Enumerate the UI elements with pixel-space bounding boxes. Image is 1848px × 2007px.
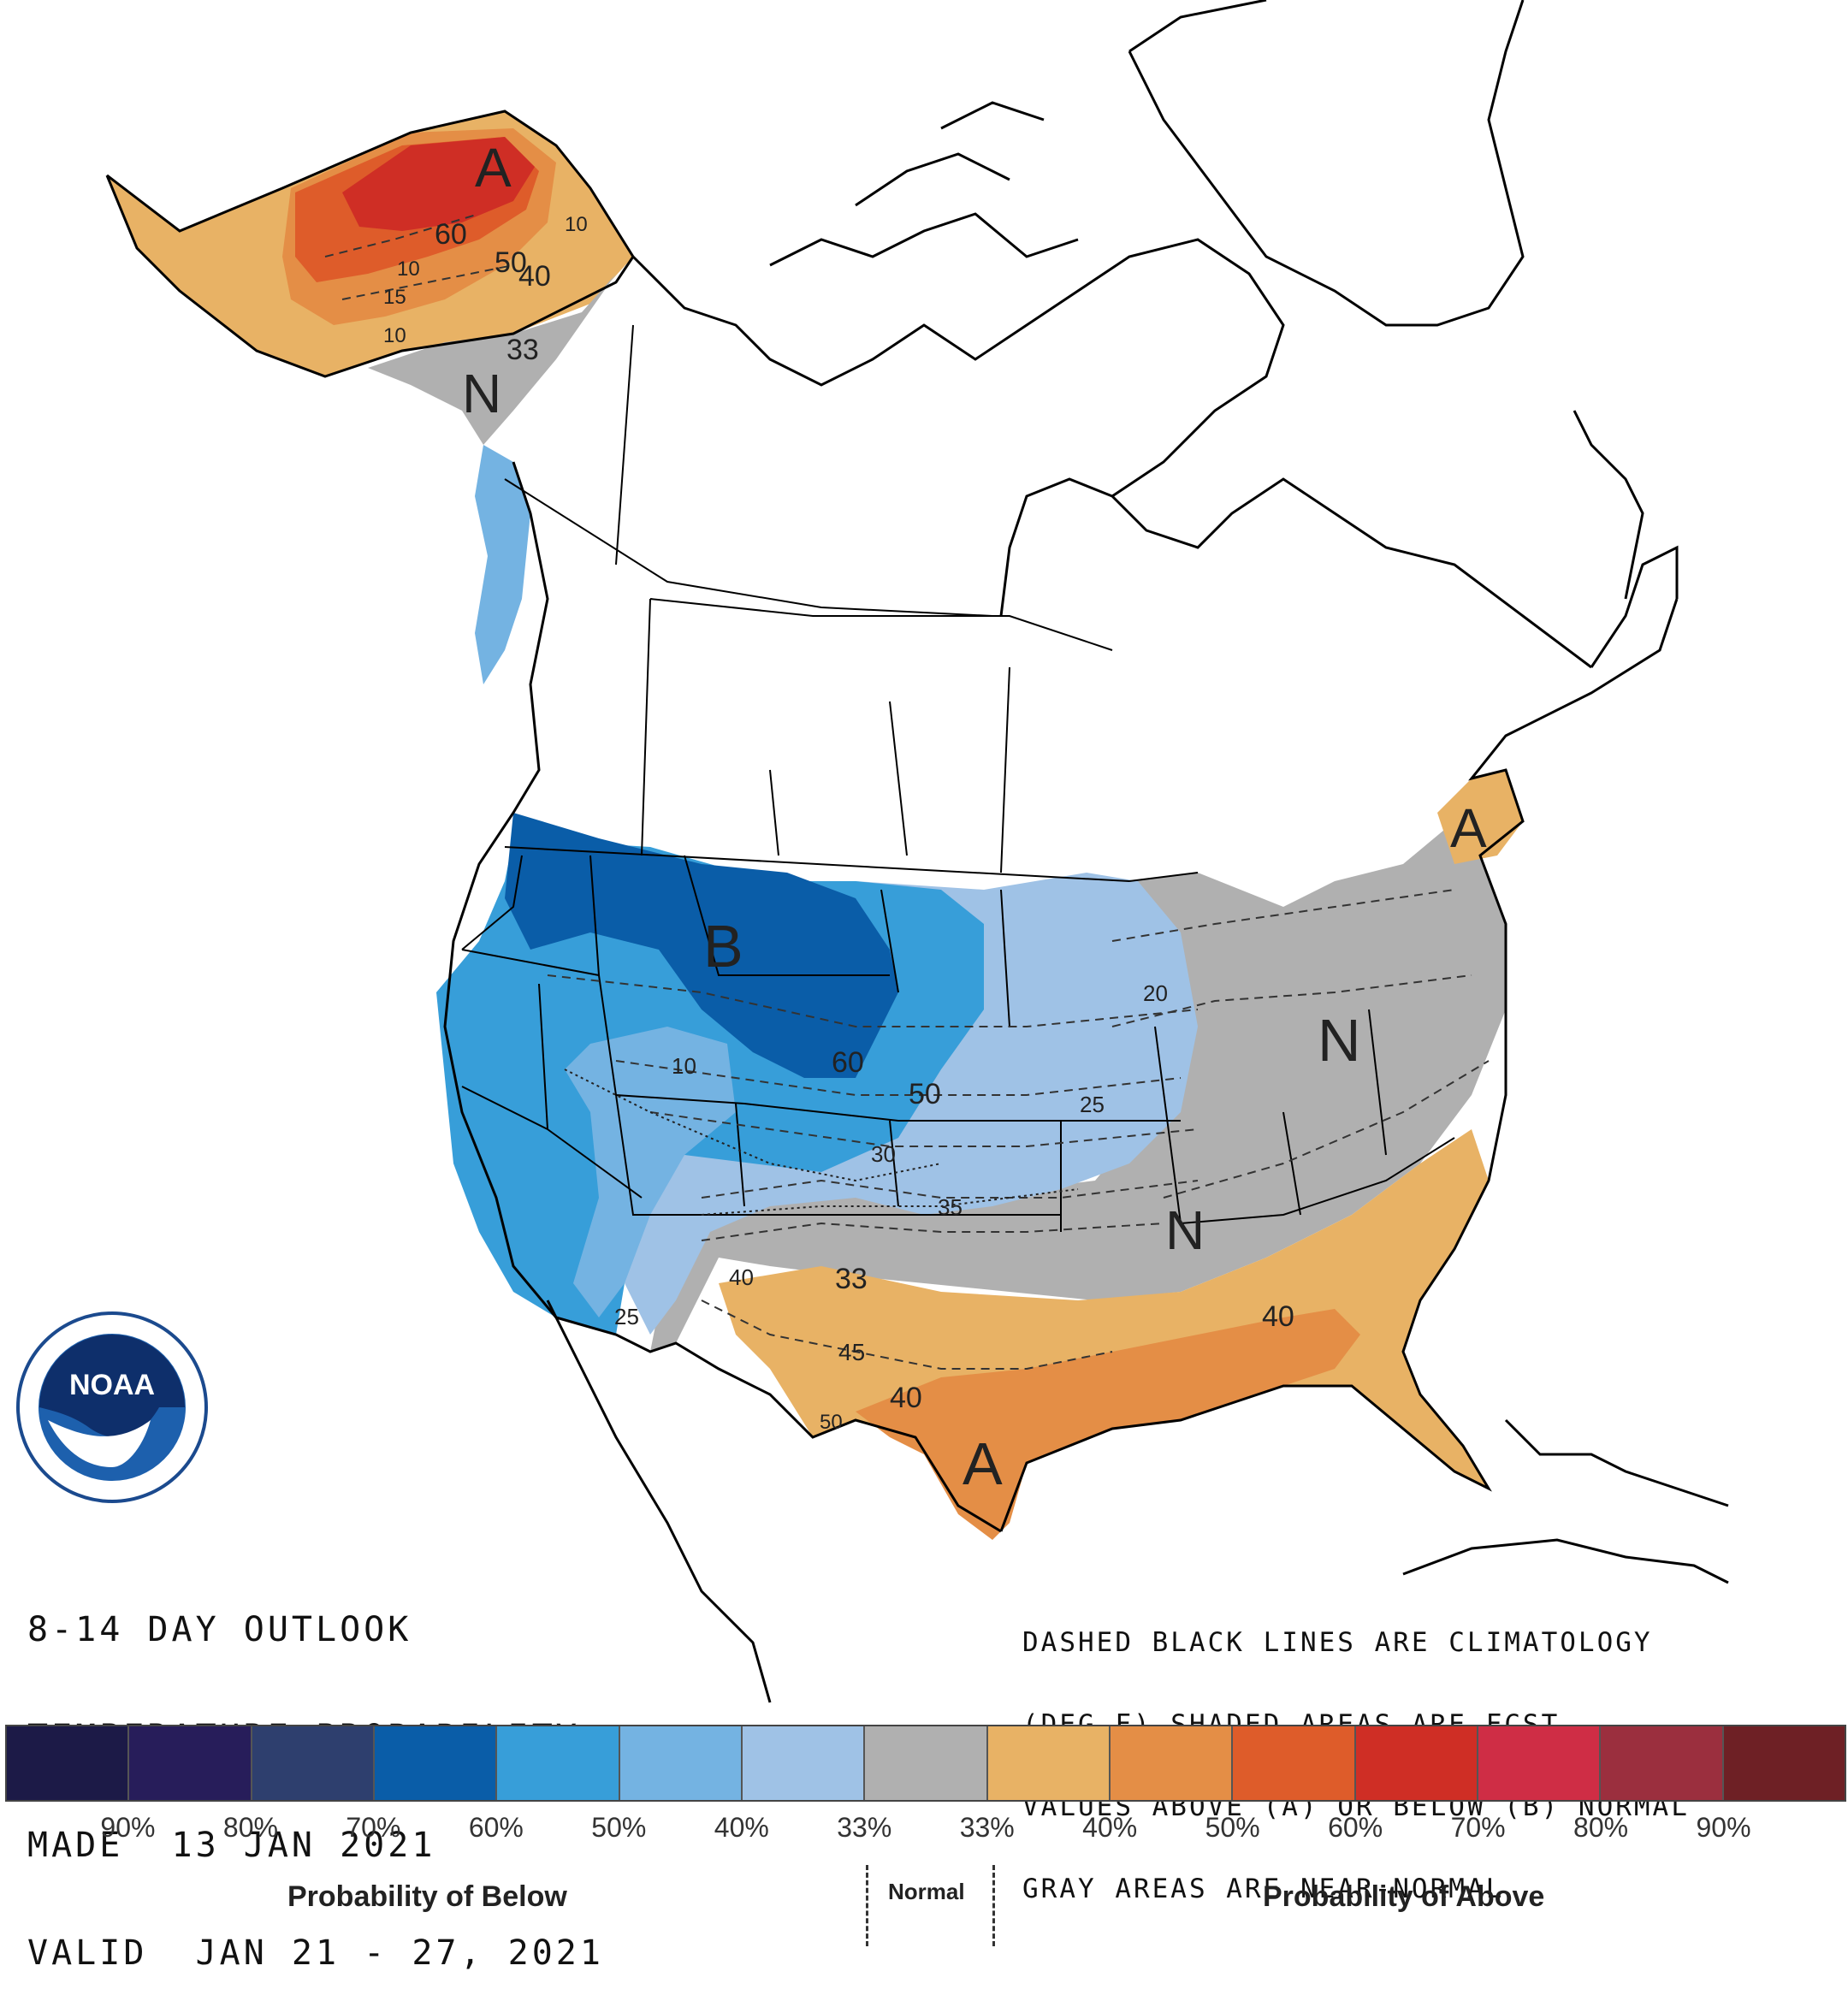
colorbar-swatch — [1233, 1726, 1356, 1800]
colorbar-swatch — [1355, 1726, 1478, 1800]
contour-label: 50 — [820, 1411, 843, 1434]
se-alaska-region-letter: N — [462, 363, 501, 424]
alaska-above-70 — [342, 137, 535, 231]
northeast-region-letter: N — [1318, 1007, 1361, 1074]
contour-label: 33 — [506, 334, 539, 366]
colorbar-swatch — [374, 1726, 498, 1800]
coast-hudson — [999, 477, 1592, 669]
coast-labrador — [1573, 410, 1679, 668]
contour-label: 30 — [871, 1141, 896, 1167]
contour-labels: 60 50 40 10 10 15 10 33 60 50 20 25 30 3… — [383, 213, 1294, 1434]
contour-label: 50 — [495, 246, 527, 279]
colorbar-tick-label: 70% — [346, 1812, 401, 1843]
colorbar-tick-label: 33% — [959, 1812, 1015, 1843]
colorbar-swatch — [619, 1726, 743, 1800]
colorbar-swatch — [1478, 1726, 1602, 1800]
colorbar-swatch — [742, 1726, 866, 1800]
outlook-valid-dates: VALID JAN 21 - 27, 2021 — [27, 1933, 604, 1973]
texas-region-letter: A — [962, 1430, 1003, 1497]
outlook-map: A N B A N N A 60 50 40 10 10 15 10 33 60… — [105, 0, 1729, 1703]
contour-label: 25 — [614, 1304, 639, 1329]
northwest-region-letter: B — [703, 913, 743, 980]
contour-label: 33 — [835, 1263, 868, 1295]
contour-label: 25 — [1080, 1092, 1105, 1117]
colorbar-tick-label: 60% — [1328, 1812, 1383, 1843]
contour-label: 20 — [1143, 980, 1168, 1006]
contour-label: 50 — [909, 1078, 941, 1110]
probability-contours — [564, 1069, 1079, 1216]
normal-label: Normal — [888, 1879, 965, 1904]
coast-west — [443, 461, 1002, 1533]
colorbar-tick-label: 80% — [222, 1812, 278, 1843]
colorbar-ticks: 90% 80% 70% 60% 50% 40% 33% 33% 40% 50% 60% 70% 80% 9… — [5, 1812, 1846, 1846]
colorbar-swatch — [1110, 1726, 1234, 1800]
maine-above-40 — [1437, 770, 1523, 864]
conus-below-60 — [505, 813, 898, 1078]
contour-label: 40 — [1262, 1300, 1294, 1333]
colorbar-tick-label: 80% — [1573, 1812, 1629, 1843]
probability-above-label: Probability of Above — [1263, 1880, 1545, 1913]
boundaries — [461, 324, 1455, 1232]
colorbar-swatch — [497, 1726, 620, 1800]
legend-note-line: GRAY AREAS ARE NEAR-NORMAL — [1022, 1874, 1505, 1904]
alaska-region-letter: A — [475, 137, 512, 198]
coast-arctic — [631, 238, 1285, 498]
conus-normal-base — [650, 821, 1506, 1352]
alaska-panhandle-below — [475, 445, 530, 684]
outlook-made-date: MADE 13 JAN 2021 — [27, 1826, 436, 1865]
conus-shading — [436, 770, 1523, 1540]
legend-note-line: DASHED BLACK LINES ARE CLIMATOLOGY — [1022, 1627, 1653, 1658]
south-central-region-letter: N — [1165, 1199, 1205, 1261]
colorbar-tick-label: 60% — [468, 1812, 524, 1843]
contour-label: 40 — [890, 1382, 922, 1414]
colorbar-tick-label: 70% — [1450, 1812, 1506, 1843]
coast-east — [1468, 598, 1679, 1009]
colorbar-swatch — [7, 1726, 130, 1800]
contour-label: 60 — [832, 1046, 864, 1079]
colorbar-tick-label: 33% — [837, 1812, 892, 1843]
contour-label: 35 — [938, 1194, 962, 1220]
contour-label: 40 — [729, 1264, 754, 1290]
colorbar-swatch — [129, 1726, 252, 1800]
probability-colorbar — [5, 1725, 1846, 1802]
colorbar-swatch — [1723, 1726, 1845, 1800]
contour-label: 10 — [565, 213, 588, 236]
conus-above-50 — [856, 1309, 1360, 1540]
colorbar-tick-label: 50% — [1205, 1812, 1260, 1843]
contour-label: 40 — [518, 260, 551, 293]
alaska-shading — [107, 111, 633, 684]
coast-baja — [546, 1300, 772, 1703]
contour-label: 10 — [397, 258, 420, 281]
colorbar-tick-label: 40% — [714, 1812, 769, 1843]
colorbar-swatch — [987, 1726, 1111, 1800]
colorbar-swatch — [252, 1726, 375, 1800]
maine-region-letter: A — [1450, 797, 1487, 859]
coast-cuba — [1402, 1418, 1729, 1584]
region-letters: A N B A N N A — [462, 137, 1487, 1497]
colorbar-swatch — [865, 1726, 988, 1800]
contour-label: 10 — [383, 324, 406, 347]
colorbar-tick-label: 50% — [591, 1812, 647, 1843]
colorbar-swatch — [1601, 1726, 1724, 1800]
coast-greenland — [1128, 0, 1525, 327]
noaa-logo: NOAA — [16, 1311, 208, 1503]
climatology-lines — [324, 213, 1490, 1370]
outlook-title: 8-14 DAY OUTLOOK — [27, 1610, 412, 1649]
normal-divider-right — [992, 1865, 995, 1946]
coast-gulf — [999, 1009, 1507, 1532]
colorbar-tick-label: 90% — [100, 1812, 156, 1843]
colorbar-tick-label: 90% — [1696, 1812, 1751, 1843]
probability-below-label: Probability of Below — [287, 1880, 567, 1913]
coast-alaska — [105, 110, 635, 378]
contour-label: 45 — [838, 1339, 865, 1365]
contour-label: 60 — [435, 218, 467, 251]
noaa-logo-text: NOAA — [69, 1369, 155, 1401]
coast-islands — [769, 101, 1079, 267]
coastlines — [105, 0, 1729, 1703]
alaska-normal — [368, 274, 616, 445]
colorbar-tick-label: 40% — [1082, 1812, 1138, 1843]
contour-label: 10 — [672, 1053, 696, 1079]
normal-divider-left — [866, 1865, 868, 1946]
contour-label: 15 — [383, 286, 406, 309]
